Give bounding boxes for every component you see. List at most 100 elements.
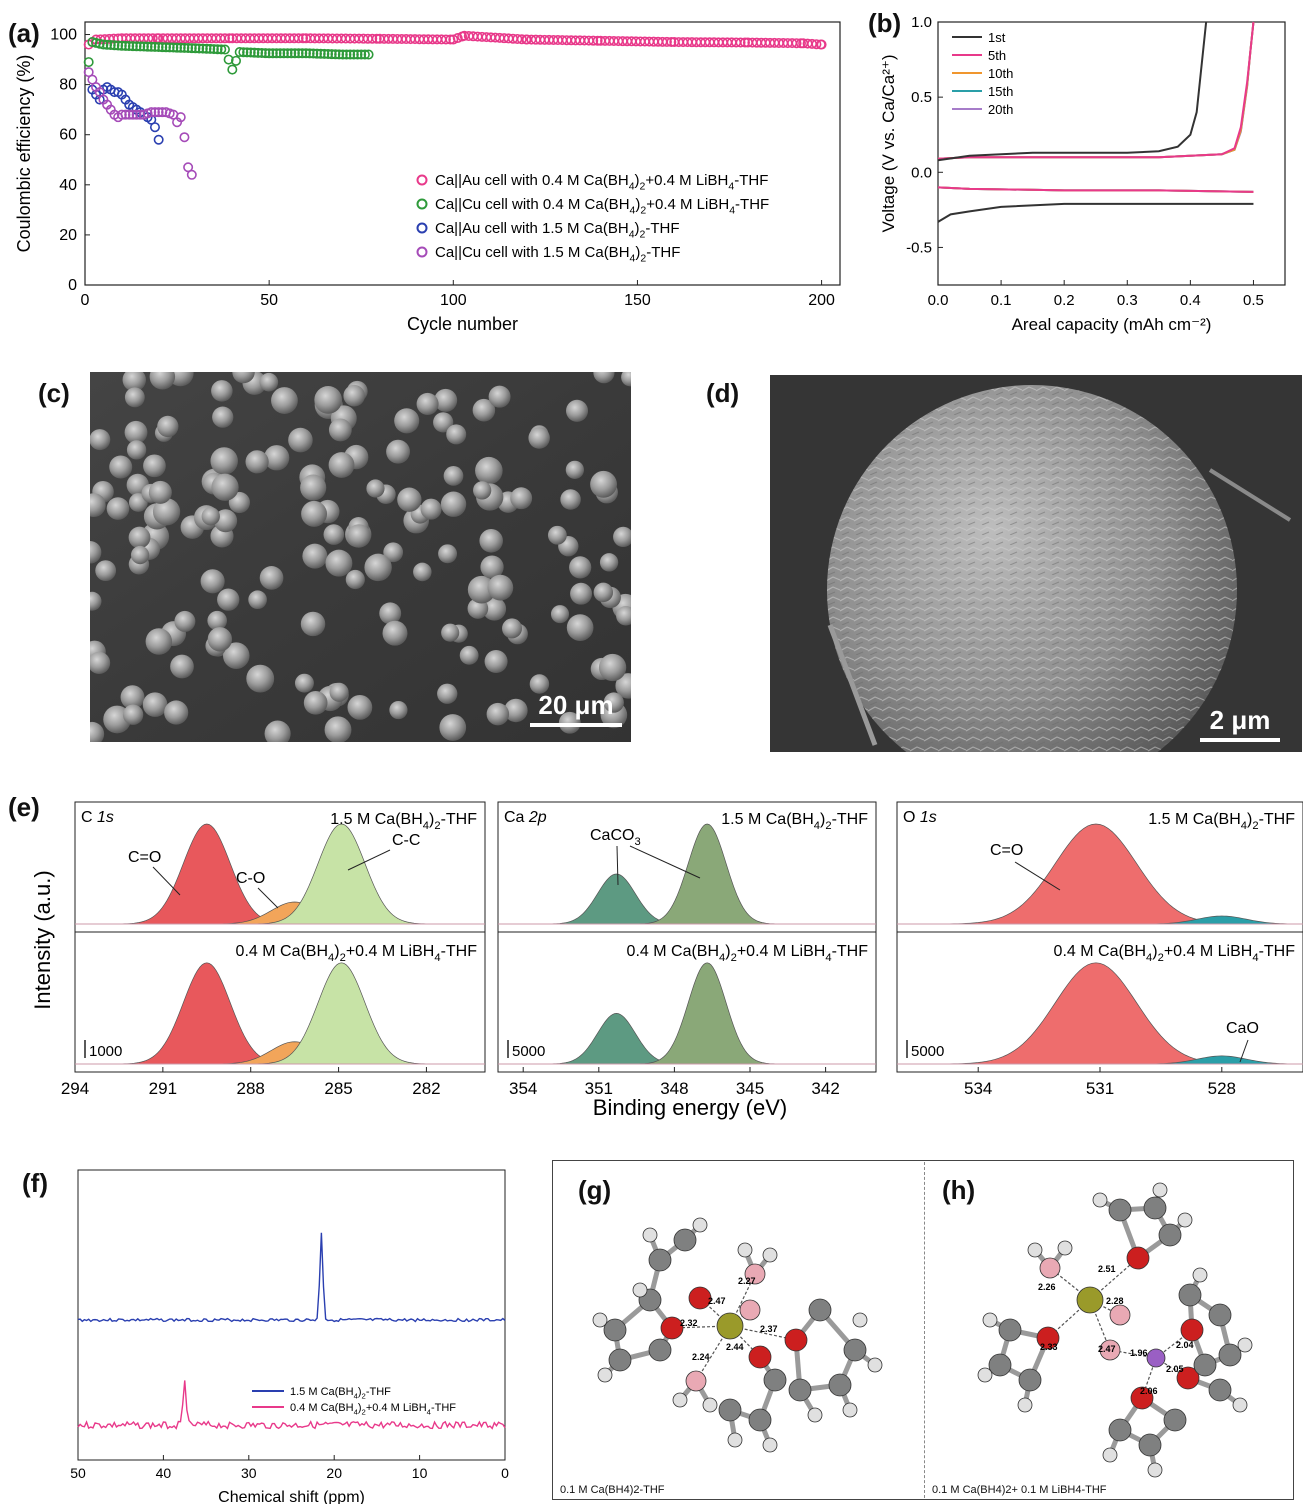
discharge-curve-b — [937, 186, 1254, 193]
data-point-a — [161, 42, 172, 53]
data-point-a — [816, 39, 827, 50]
data-point-a — [345, 49, 356, 60]
sem-sphere — [472, 398, 496, 422]
xps-element-label: C 1s — [81, 809, 114, 826]
atom-c — [1108, 1418, 1132, 1442]
sem-sphere — [479, 529, 503, 553]
atom-h — [1152, 1182, 1168, 1198]
panel-label-a: (a) — [8, 18, 40, 48]
x-tick-label-b: 0.1 — [991, 292, 1012, 309]
sem-sphere — [245, 450, 269, 474]
charge-curve-b — [937, 21, 1255, 160]
legend-marker-a — [416, 198, 428, 210]
data-point-a — [278, 48, 289, 59]
plot-frame-f — [77, 1169, 506, 1461]
bond-length-label: 2.33 — [1040, 1342, 1058, 1352]
data-point-a — [153, 107, 164, 118]
data-point-a — [256, 47, 267, 58]
bond-length-label: 2.47 — [1098, 1344, 1116, 1354]
sem-sphere — [152, 498, 181, 526]
x-tick-label-b: 0.4 — [1180, 292, 1201, 309]
xps-scale-label: 1000 — [89, 1043, 122, 1060]
atom-c — [1193, 1353, 1217, 1377]
sem-sphere — [164, 700, 189, 725]
data-point-a — [179, 132, 190, 143]
y-tick-label-a: 100 — [50, 27, 77, 44]
atom-c — [1163, 1408, 1187, 1432]
sem-sphere — [394, 408, 420, 434]
panel-label-h: (h) — [942, 1175, 976, 1205]
sem-sphere-d — [827, 385, 1292, 752]
data-point-a — [83, 57, 94, 68]
bond-length-label: 2.37 — [760, 1324, 778, 1334]
atom-h — [1092, 1192, 1108, 1208]
y-axis-label-b: Voltage (V vs. Ca/Ca²⁺) — [879, 54, 898, 232]
data-point-a — [330, 49, 341, 60]
x-tick-label-a: 100 — [440, 292, 467, 309]
y-tick-label-b: -0.5 — [906, 239, 932, 256]
sem-sphere — [558, 711, 581, 734]
data-point-a — [352, 49, 363, 60]
sem-sphere — [329, 682, 349, 702]
legend-label-b: 5th — [988, 48, 1006, 63]
atom-h — [692, 1217, 708, 1233]
y-tick-label-a: 80 — [59, 77, 77, 94]
x-tick-label-b: 0.2 — [1054, 292, 1075, 309]
sem-sphere — [389, 700, 408, 720]
sem-sphere — [222, 642, 250, 669]
sem-sphere — [300, 474, 327, 501]
xps-annotation: CaCO3 — [590, 827, 641, 848]
sem-sphere — [259, 372, 279, 392]
data-point-a — [157, 107, 168, 118]
xps-tick-label: 531 — [1086, 1079, 1114, 1098]
atom-o — [1036, 1326, 1060, 1350]
xps-annotation: C-C — [392, 832, 420, 849]
sem-sphere — [120, 685, 145, 710]
atom-c — [603, 1318, 627, 1342]
data-point-a — [323, 49, 334, 60]
atom-h — [1192, 1267, 1208, 1283]
sem-sphere — [200, 569, 225, 594]
sem-sphere — [416, 392, 439, 415]
sem-sphere — [109, 455, 133, 479]
data-point-a — [791, 38, 802, 49]
sem-sphere — [480, 555, 504, 579]
sem-sphere — [615, 673, 631, 699]
legend-label-a: Ca||Cu cell with 0.4 M Ca(BH4)2+0.4 M Li… — [435, 196, 769, 217]
coulombic-efficiency-chart: 0 50 100 150 200 0 20 40 60 80 100 Cycle number Coul… — [14, 21, 841, 334]
atom-c — [988, 1353, 1012, 1377]
sem-sphere — [264, 720, 291, 742]
sem-image-c: 20 μm — [90, 372, 631, 742]
xps-tick-label: 342 — [811, 1079, 839, 1098]
x-axis-label-b: Areal capacity (mAh cm⁻²) — [1012, 315, 1212, 334]
sem-sphere — [207, 627, 233, 652]
atom-h — [1232, 1397, 1248, 1413]
data-point-a — [208, 44, 219, 55]
data-point-a — [282, 48, 293, 59]
scale-bar-d-label: 2 μm — [1209, 705, 1271, 735]
atom-c — [808, 1298, 832, 1322]
sem-sphere — [294, 673, 314, 693]
x-tick-label-f: 30 — [241, 1465, 257, 1481]
atom-o — [1180, 1318, 1204, 1342]
nmr-spectrum — [77, 1232, 506, 1323]
data-point-a — [149, 107, 160, 118]
data-point-a — [223, 54, 234, 65]
sem-sphere — [560, 489, 581, 510]
sem-sphere — [473, 481, 492, 500]
atom-h — [592, 1312, 608, 1328]
bond-length-label: 2.24 — [692, 1352, 710, 1362]
data-point-a — [298, 33, 309, 44]
data-point-a — [592, 35, 603, 46]
xps-spectra-chart: Intensity (a.u.) Binding energy (eV) 294 29… — [30, 801, 1303, 1120]
legend-label-b: 10th — [988, 66, 1013, 81]
data-point-a — [127, 109, 138, 120]
sem-sphere — [143, 454, 166, 478]
bond-length-label: 2.27 — [738, 1276, 756, 1286]
sem-sphere — [443, 466, 464, 486]
sem-sphere — [599, 553, 619, 572]
sem-sphere — [145, 628, 173, 655]
data-point-a — [319, 48, 330, 59]
data-point-a — [168, 42, 179, 53]
xps-peak — [112, 962, 301, 1065]
